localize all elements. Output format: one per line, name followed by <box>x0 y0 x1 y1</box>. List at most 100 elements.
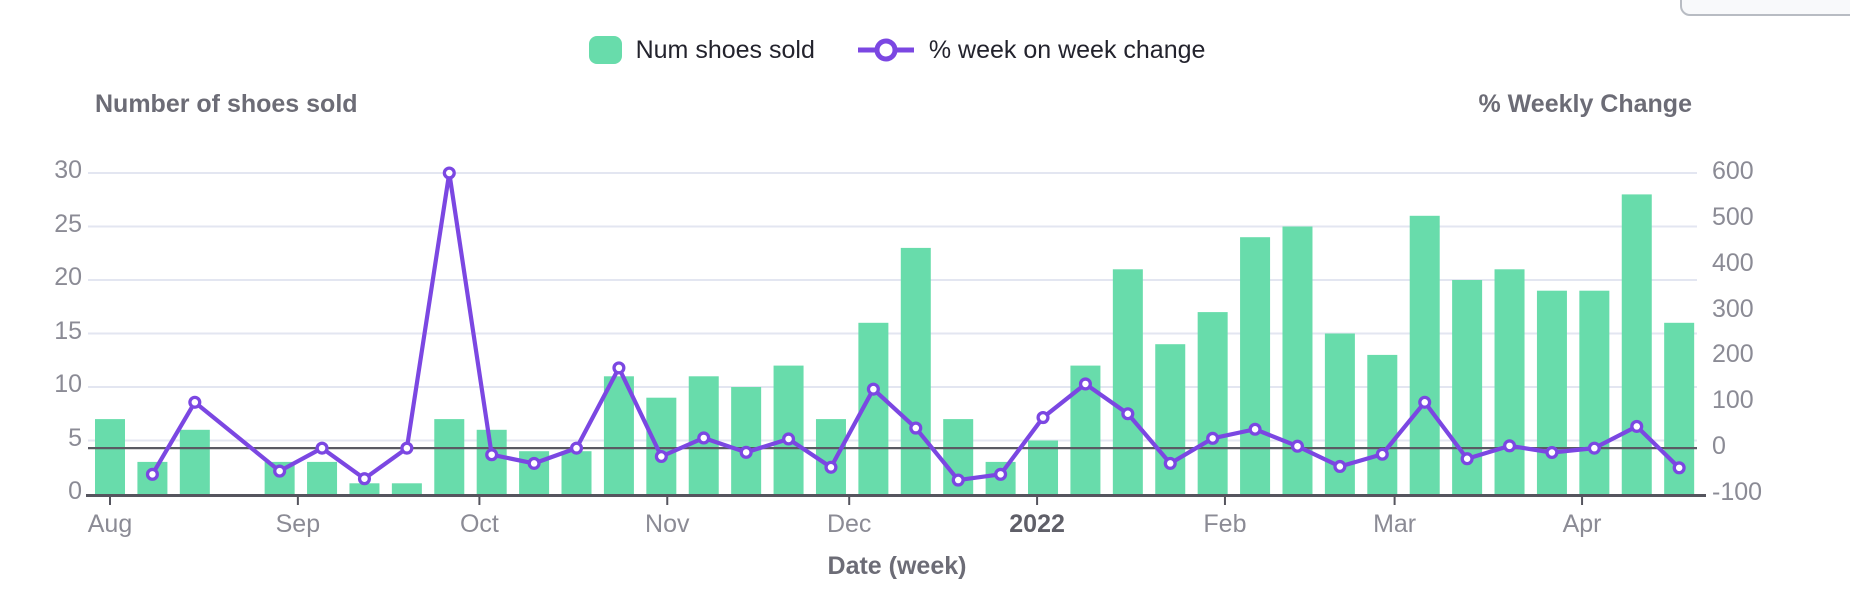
bar <box>95 419 125 494</box>
left-axis-tick-label: 15 <box>54 316 82 345</box>
wow-change-point <box>782 432 796 446</box>
legend: Num shoes sold % week on week change <box>88 30 1706 70</box>
wow-change-point <box>1290 439 1305 453</box>
bar <box>1409 215 1440 495</box>
right-axis-tick-label: 200 <box>1712 340 1754 369</box>
right-axis-tick-label: 100 <box>1712 386 1754 415</box>
wow-change-point <box>1418 395 1432 409</box>
left-axis-tick-label: 25 <box>54 209 82 238</box>
wow-change-point <box>612 361 626 375</box>
legend-item-line: % week on week change <box>857 35 1206 65</box>
bar <box>1197 312 1228 494</box>
legend-label: Num shoes sold <box>635 35 815 64</box>
wow-change-point <box>994 467 1008 481</box>
bar-swatch-icon <box>588 36 622 64</box>
x-axis-tick-label: Mar <box>1373 510 1417 538</box>
bar <box>561 451 592 494</box>
wow-change-point <box>1163 456 1177 470</box>
bar <box>434 419 465 494</box>
left-axis-tick-label: 20 <box>54 263 82 291</box>
wow-change-point <box>442 166 456 180</box>
bar <box>603 376 634 494</box>
wow-change-point <box>1545 445 1559 460</box>
x-axis-tick-label: Apr <box>1562 510 1602 538</box>
bar <box>646 397 677 494</box>
bar <box>1112 269 1143 494</box>
wow-change-point <box>824 460 838 474</box>
wow-change-point <box>273 464 287 478</box>
wow-change-point <box>1630 419 1644 433</box>
bar <box>476 429 507 494</box>
wow-change-point <box>1375 447 1389 461</box>
wow-change-point <box>569 441 584 455</box>
legend-item-bars: Num shoes sold <box>588 35 815 65</box>
wow-change-point <box>145 467 159 481</box>
wow-change-point <box>485 448 499 462</box>
wow-change-point <box>1248 422 1262 436</box>
wow-change-point <box>1502 439 1517 453</box>
bar <box>307 461 338 494</box>
x-axis-tick-label: Aug <box>87 510 133 538</box>
right-axis-tick-label: 600 <box>1712 157 1754 185</box>
right-axis-tick-label: -100 <box>1712 478 1763 506</box>
wow-change-point <box>1587 441 1601 455</box>
bar <box>900 247 931 494</box>
wow-change-point <box>1206 431 1220 445</box>
x-axis-tick-label: Sep <box>275 510 321 538</box>
left-axis-tick-label: 30 <box>54 156 82 184</box>
x-axis-title: Date (week) <box>827 552 967 580</box>
x-axis-tick-label: Oct <box>459 510 499 538</box>
wow-change-point <box>1078 377 1092 391</box>
wow-change-point <box>188 395 202 409</box>
bar <box>1240 237 1271 494</box>
bar <box>731 387 762 494</box>
bar <box>1028 440 1059 494</box>
right-axis-tick-label: 300 <box>1712 294 1754 323</box>
bar <box>1536 290 1567 494</box>
bar <box>179 429 210 494</box>
x-axis-tick-label: 2022 <box>1009 510 1065 538</box>
right-axis-title: % Weekly Change <box>1478 90 1692 118</box>
right-axis-tick-label: 400 <box>1712 248 1754 277</box>
wow-change-line <box>150 170 1682 483</box>
bar <box>391 483 422 494</box>
bar <box>773 365 804 494</box>
x-axis-tick-label: Dec <box>826 510 872 538</box>
wow-change-point <box>909 421 923 435</box>
right-axis-tick-label: 0 <box>1712 432 1726 461</box>
left-axis-tick-label: 0 <box>68 477 82 505</box>
bar <box>1621 194 1652 494</box>
bar <box>1367 354 1398 494</box>
bar <box>349 483 380 494</box>
wow-change-point <box>357 472 372 486</box>
wow-change-point <box>951 473 965 487</box>
bar <box>815 419 846 494</box>
wow-change-point <box>866 382 880 396</box>
legend-label: % week on week change <box>928 35 1206 64</box>
wow-change-point <box>739 445 753 459</box>
wow-change-point <box>1036 411 1050 425</box>
wow-change-point <box>1672 461 1686 475</box>
open-circle-line-icon <box>857 38 914 62</box>
x-axis-tick-label: Feb <box>1203 510 1247 538</box>
bar <box>1494 269 1525 494</box>
wow-change-point <box>1333 459 1347 474</box>
x-axis-tick-label: Nov <box>645 510 690 538</box>
wow-change-point <box>1460 452 1474 466</box>
left-axis-tick-label: 10 <box>54 370 82 398</box>
wow-change-point <box>1121 407 1135 421</box>
bar <box>1155 344 1186 494</box>
right-axis-tick-label: 500 <box>1712 202 1754 231</box>
wow-change-point <box>400 441 414 455</box>
left-axis-tick-label: 5 <box>68 423 82 452</box>
bar <box>1282 226 1313 494</box>
wow-change-point <box>697 431 711 445</box>
wow-change-point <box>654 449 668 464</box>
wow-change-point <box>527 456 541 470</box>
left-axis-title: Number of shoes sold <box>95 90 358 118</box>
wow-change-point <box>315 441 329 455</box>
cropped-panel <box>1680 0 1850 16</box>
bar <box>1579 290 1610 494</box>
